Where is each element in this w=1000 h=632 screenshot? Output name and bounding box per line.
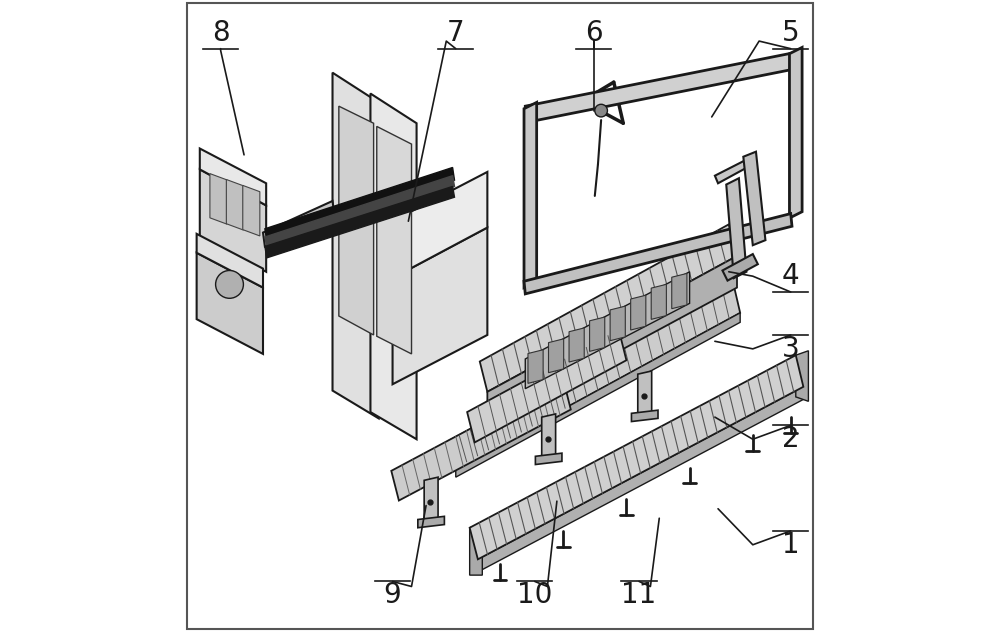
Polygon shape	[524, 214, 792, 294]
Text: 6: 6	[585, 19, 602, 47]
Polygon shape	[265, 167, 454, 241]
Polygon shape	[610, 306, 625, 341]
Polygon shape	[391, 379, 571, 501]
Polygon shape	[569, 328, 584, 362]
Polygon shape	[333, 73, 379, 418]
Polygon shape	[631, 410, 658, 422]
Polygon shape	[200, 149, 266, 205]
Polygon shape	[470, 355, 803, 559]
Polygon shape	[478, 387, 803, 572]
Polygon shape	[743, 152, 765, 245]
Text: 1: 1	[782, 531, 800, 559]
Circle shape	[595, 104, 607, 117]
Text: 10: 10	[517, 581, 552, 609]
Polygon shape	[525, 272, 690, 389]
Polygon shape	[424, 477, 438, 523]
Circle shape	[216, 270, 243, 298]
Polygon shape	[631, 295, 646, 330]
Text: 11: 11	[621, 581, 657, 609]
Polygon shape	[722, 254, 758, 281]
Polygon shape	[535, 453, 562, 465]
Polygon shape	[470, 523, 482, 575]
Polygon shape	[651, 284, 666, 319]
Polygon shape	[638, 371, 652, 417]
Polygon shape	[542, 414, 556, 460]
Polygon shape	[480, 224, 737, 392]
Polygon shape	[796, 351, 808, 401]
Polygon shape	[393, 172, 487, 278]
Polygon shape	[672, 274, 687, 308]
Text: 7: 7	[447, 19, 465, 47]
Polygon shape	[243, 185, 260, 236]
Polygon shape	[370, 94, 417, 439]
Polygon shape	[789, 47, 802, 218]
Polygon shape	[528, 349, 543, 384]
Polygon shape	[524, 102, 537, 288]
Polygon shape	[197, 253, 263, 354]
Polygon shape	[265, 186, 454, 258]
Polygon shape	[265, 176, 454, 248]
Text: 3: 3	[782, 335, 800, 363]
Polygon shape	[487, 256, 737, 422]
Polygon shape	[467, 330, 626, 442]
Polygon shape	[549, 339, 564, 373]
Text: 4: 4	[782, 262, 800, 290]
Polygon shape	[590, 317, 605, 351]
Polygon shape	[226, 179, 243, 230]
Polygon shape	[726, 178, 746, 278]
Text: 5: 5	[782, 19, 800, 47]
Polygon shape	[525, 52, 798, 123]
Polygon shape	[418, 516, 444, 528]
Polygon shape	[456, 313, 740, 477]
Polygon shape	[210, 174, 227, 224]
Polygon shape	[200, 169, 266, 272]
Polygon shape	[377, 126, 412, 354]
Polygon shape	[393, 228, 487, 384]
Polygon shape	[715, 158, 753, 183]
Polygon shape	[448, 286, 740, 468]
Text: 2: 2	[782, 425, 800, 453]
Polygon shape	[263, 201, 334, 246]
Text: 9: 9	[384, 581, 401, 609]
Polygon shape	[339, 106, 374, 335]
Polygon shape	[197, 234, 263, 288]
Text: 8: 8	[212, 19, 229, 47]
